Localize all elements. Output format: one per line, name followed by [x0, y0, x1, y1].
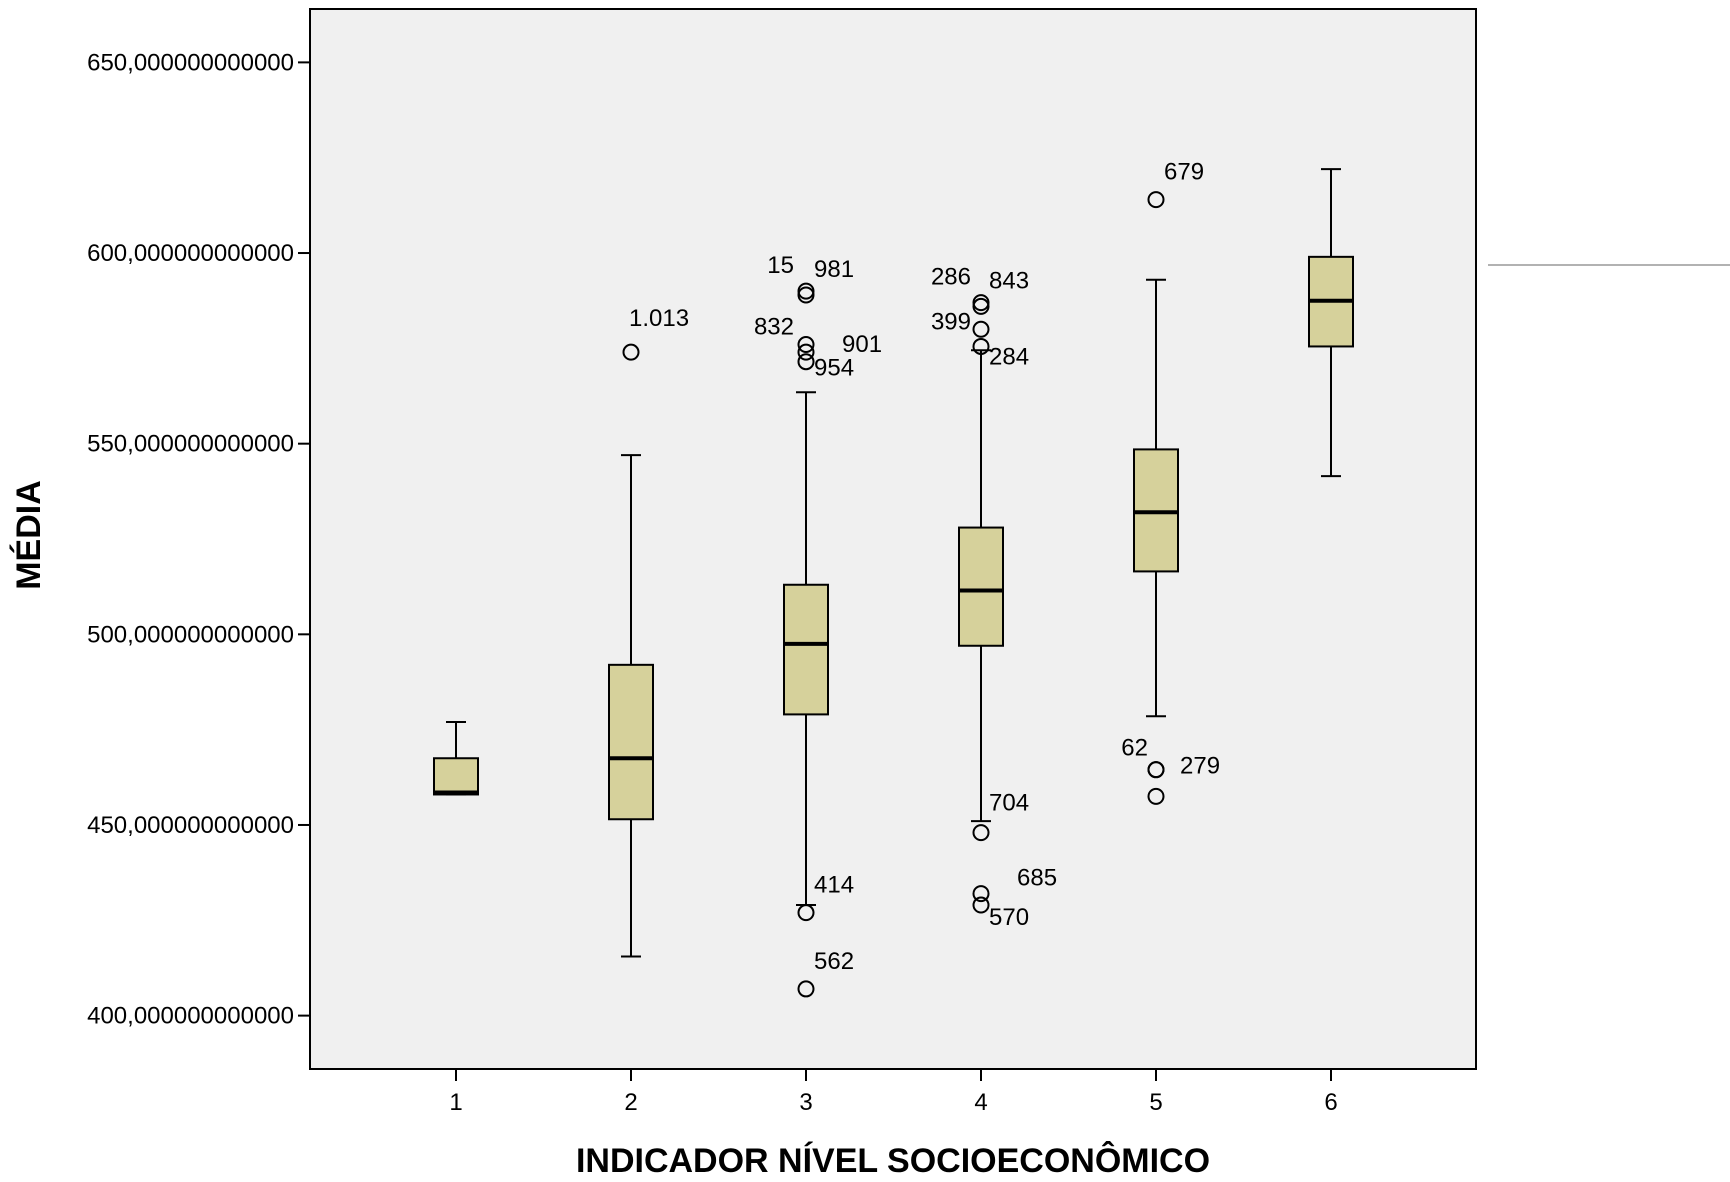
outlier-label: 414	[814, 872, 854, 899]
y-tick-label: 450,000000000000	[87, 812, 294, 839]
box-iqr	[608, 663, 654, 821]
outlier-point	[797, 336, 815, 354]
outlier-label: 284	[989, 343, 1029, 370]
outlier-point	[1147, 761, 1165, 779]
x-tick-label: 3	[799, 1089, 812, 1116]
outlier-label: 704	[989, 790, 1029, 817]
outlier-point	[972, 885, 990, 903]
outlier-point	[797, 343, 815, 361]
x-axis: 1 2 3 4 5 6	[449, 1069, 1338, 1116]
box-2: 1.013	[608, 305, 689, 958]
box-6	[1308, 168, 1354, 478]
outlier-label: 954	[814, 355, 854, 382]
outlier-label: 286	[931, 264, 971, 291]
outlier-label: 562	[814, 948, 854, 975]
y-axis-title: MÉDIA	[10, 480, 48, 590]
outlier-point	[797, 353, 815, 371]
y-tick-label: 500,000000000000	[87, 621, 294, 648]
x-tick-label: 1	[449, 1089, 462, 1116]
box-4: 286 843 399 284 704 685 570	[931, 264, 1057, 931]
x-tick-label: 2	[624, 1089, 637, 1116]
outlier-point	[972, 320, 990, 338]
box-5: 679 62 279	[1121, 159, 1220, 805]
outlier-point	[797, 286, 815, 304]
outlier-label: 843	[989, 267, 1029, 294]
outlier-label: 62	[1121, 735, 1148, 762]
outlier-label: 679	[1164, 159, 1204, 186]
outlier-point	[797, 980, 815, 998]
y-tick-label: 600,000000000000	[87, 240, 294, 267]
outlier-label: 901	[842, 331, 882, 358]
outlier-label: 399	[931, 308, 971, 335]
outlier-point	[972, 297, 990, 315]
outlier-point	[622, 343, 640, 361]
x-tick-label: 4	[974, 1089, 987, 1116]
plot-area	[309, 8, 1477, 1070]
x-tick-label: 6	[1324, 1089, 1337, 1116]
outlier-label: 15	[767, 252, 794, 279]
outlier-label: 279	[1180, 753, 1220, 780]
outlier-label: 685	[1017, 865, 1057, 892]
outlier-point	[972, 824, 990, 842]
box-1	[433, 721, 479, 796]
y-axis: 400,000000000000 450,000000000000 500,0000…	[87, 49, 310, 1030]
outlier-point	[1147, 787, 1165, 805]
outlier-point	[797, 904, 815, 922]
outlier-point	[972, 896, 990, 914]
y-tick-label: 650,000000000000	[87, 49, 294, 76]
outlier-label: 1.013	[629, 305, 689, 332]
box-iqr	[958, 526, 1004, 647]
box-iqr	[433, 757, 479, 796]
outlier-label: 832	[754, 314, 794, 341]
outlier-point	[1147, 191, 1165, 209]
y-tick-label: 550,000000000000	[87, 431, 294, 458]
outlier-label: 570	[989, 904, 1029, 931]
outlier-label: 981	[814, 256, 854, 283]
y-tick-label: 400,000000000000	[87, 1003, 294, 1030]
outlier-point	[972, 337, 990, 355]
x-axis-title: INDICADOR NÍVEL SOCIOECONÔMICO	[576, 1141, 1210, 1180]
box-iqr	[783, 583, 829, 716]
x-tick-label: 5	[1149, 1089, 1162, 1116]
